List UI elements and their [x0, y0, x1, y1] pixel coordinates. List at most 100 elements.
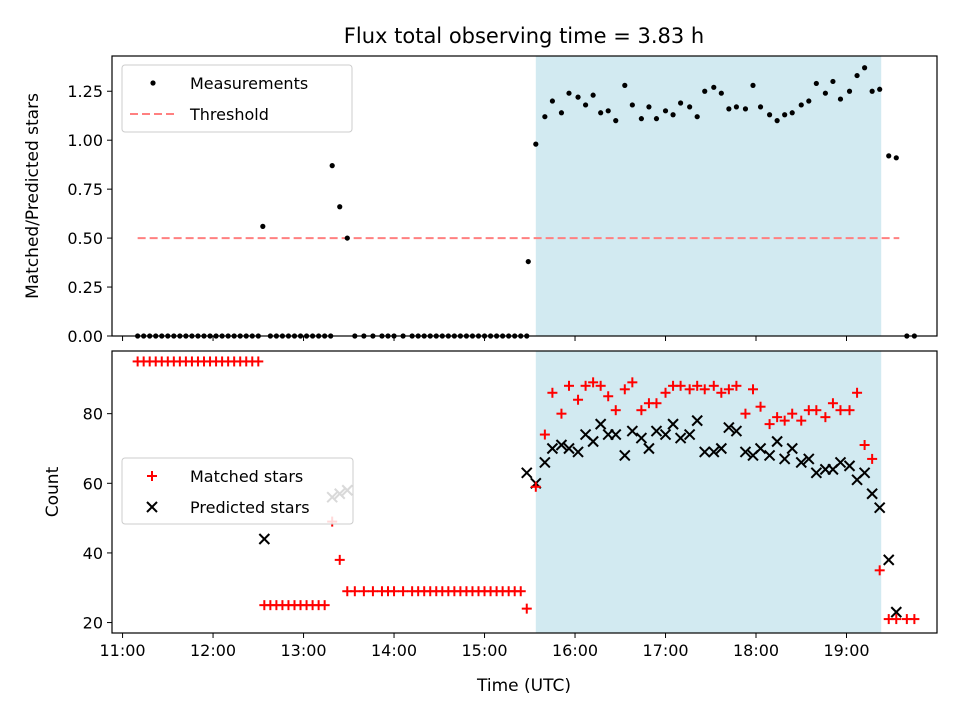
- matched-star-point: [627, 377, 638, 388]
- legend-box: [121, 457, 354, 525]
- matched-star-point: [603, 391, 614, 402]
- matched-star-point: [675, 380, 686, 391]
- predicted-star-point: [739, 446, 752, 458]
- y-tick-label: 0.75: [67, 180, 103, 199]
- observing-window-shade: [535, 56, 882, 336]
- measurement-point: [862, 65, 868, 71]
- measurement-point: [613, 118, 619, 124]
- y-tick-label: 60: [83, 474, 103, 493]
- bottom-y-axis-label: Count: [43, 466, 63, 517]
- predicted-star-point: [650, 425, 663, 437]
- x-stroke: [555, 439, 568, 451]
- bottom-legend: Matched stars Predicted stars: [121, 457, 354, 525]
- x-stroke: [539, 456, 551, 469]
- matched-star-point: [358, 586, 369, 597]
- x-stroke: [763, 449, 776, 462]
- y-tick-label: 1.00: [67, 131, 103, 150]
- matched-star-point: [367, 586, 378, 597]
- matched-star-point: [811, 405, 822, 416]
- predicted-star-point: [708, 446, 720, 458]
- matched-star-point: [796, 415, 807, 426]
- predicted-star-point: [771, 435, 783, 448]
- predicted-star-point: [866, 488, 878, 500]
- matched-star-point: [835, 405, 846, 416]
- x-tick-label: 11:00: [100, 641, 146, 660]
- matched-star-point: [530, 481, 541, 492]
- x-stroke: [610, 428, 622, 441]
- legend-box: [121, 64, 353, 133]
- measurement-point: [344, 235, 350, 241]
- matched-star-point: [636, 405, 647, 416]
- x-stroke: [683, 428, 696, 441]
- measurement-point: [766, 112, 773, 118]
- measurement-point: [798, 102, 804, 108]
- measurement-point: [789, 110, 795, 116]
- x-stroke: [619, 449, 631, 462]
- x-stroke: [866, 488, 878, 500]
- bottom-plot-frame: [111, 350, 938, 634]
- x-tick-label: 13:00: [280, 641, 326, 660]
- measurement-point: [711, 84, 717, 90]
- predicted-star-point: [763, 449, 776, 462]
- predicted-star-point: [643, 442, 655, 455]
- measurement-point: [582, 102, 589, 108]
- x-stroke: [659, 428, 672, 441]
- x-stroke: [594, 418, 607, 430]
- predicted-star-point: [626, 425, 639, 437]
- measurement-point: [329, 163, 335, 169]
- y-tick-label: 0.00: [67, 327, 103, 346]
- matched-star-point: [595, 380, 606, 391]
- x-stroke: [834, 456, 847, 469]
- matched-star-point: [521, 603, 532, 614]
- predicted-star-point: [594, 418, 607, 430]
- x-stroke: [795, 456, 807, 469]
- measurement-point: [742, 106, 749, 112]
- predicted-star-point: [890, 606, 902, 618]
- measurement-point: [558, 110, 565, 116]
- y-tick-label: 0.25: [67, 278, 103, 297]
- y-tick-label: 1.25: [67, 82, 103, 101]
- x-stroke: [699, 446, 711, 458]
- predicted-star-point: [715, 442, 728, 455]
- predicted-star-point: [858, 467, 871, 479]
- x-stroke: [810, 467, 823, 479]
- predicted-star-point: [843, 460, 856, 472]
- legend-threshold-label: Threshold: [189, 105, 269, 124]
- matched-star-point: [731, 380, 742, 391]
- matched-star-point: [660, 387, 671, 398]
- legend-predicted-marker: [146, 501, 158, 513]
- measurement-point: [733, 104, 740, 110]
- legend-predicted-label: Predicted stars: [190, 498, 310, 517]
- top-y-axis-label: Matched/Predicted stars: [23, 93, 43, 299]
- predicted-star-point: [563, 442, 575, 455]
- predicted-star-point: [635, 432, 648, 444]
- measurement-point: [622, 82, 628, 88]
- measurement-point: [525, 258, 531, 265]
- measurement-point: [653, 116, 660, 122]
- matched-star-point: [539, 429, 550, 440]
- predicted-star-point: [610, 428, 622, 441]
- measurement-point: [893, 155, 899, 161]
- matched-star-point: [573, 394, 584, 405]
- x-tick-label: 14:00: [371, 641, 417, 660]
- x-stroke: [546, 442, 559, 455]
- predicted-star-point: [873, 501, 886, 514]
- measurement-point: [837, 96, 844, 102]
- matched-star-point: [398, 586, 409, 597]
- predicted-star-point: [795, 456, 807, 469]
- measurement-point: [757, 104, 764, 110]
- matched-star-point: [909, 614, 920, 625]
- bottom-y-ticks: 20 40 60 80: [83, 405, 112, 633]
- matched-star-point: [867, 453, 878, 464]
- matched-star-point: [699, 384, 710, 395]
- predicted-star-point: [778, 453, 791, 465]
- x-stroke: [650, 425, 663, 437]
- predicted-star-point: [834, 456, 847, 469]
- matched-star-point: [874, 565, 885, 576]
- measurement-point: [813, 80, 819, 87]
- matched-star-point: [859, 440, 870, 450]
- predicted-star-point: [810, 467, 823, 479]
- measurement-point: [726, 106, 732, 112]
- measurement-point: [702, 88, 708, 94]
